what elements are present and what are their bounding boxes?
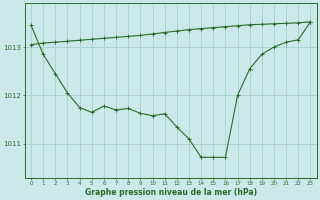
X-axis label: Graphe pression niveau de la mer (hPa): Graphe pression niveau de la mer (hPa): [85, 188, 257, 197]
